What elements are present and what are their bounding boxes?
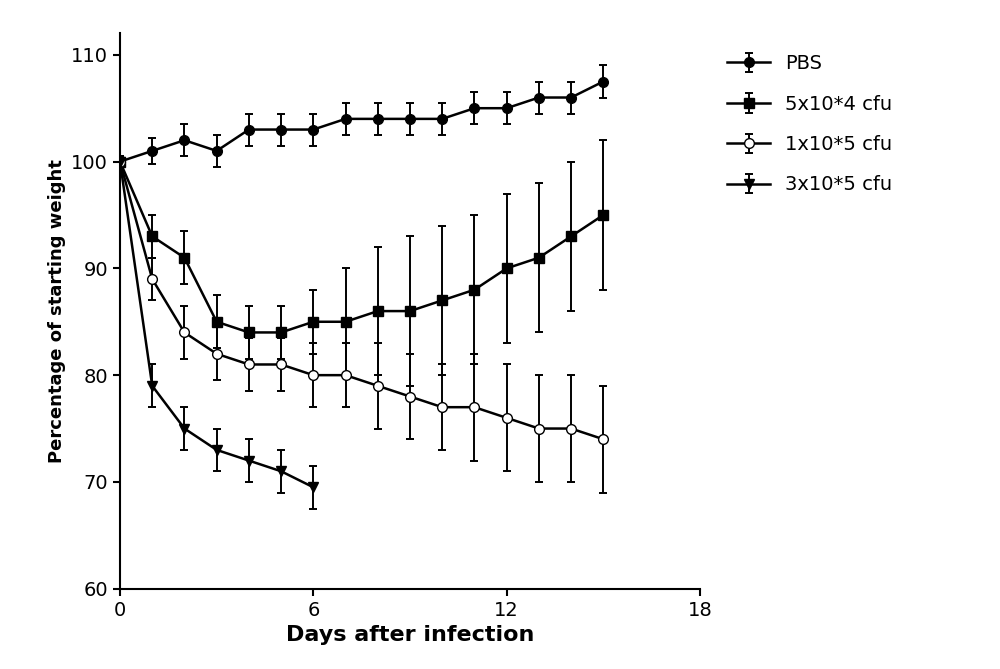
- X-axis label: Days after infection: Days after infection: [286, 625, 534, 645]
- Legend: PBS, 5x10*4 cfu, 1x10*5 cfu, 3x10*5 cfu: PBS, 5x10*4 cfu, 1x10*5 cfu, 3x10*5 cfu: [727, 54, 893, 195]
- Y-axis label: Percentage of starting weight: Percentage of starting weight: [48, 159, 66, 463]
